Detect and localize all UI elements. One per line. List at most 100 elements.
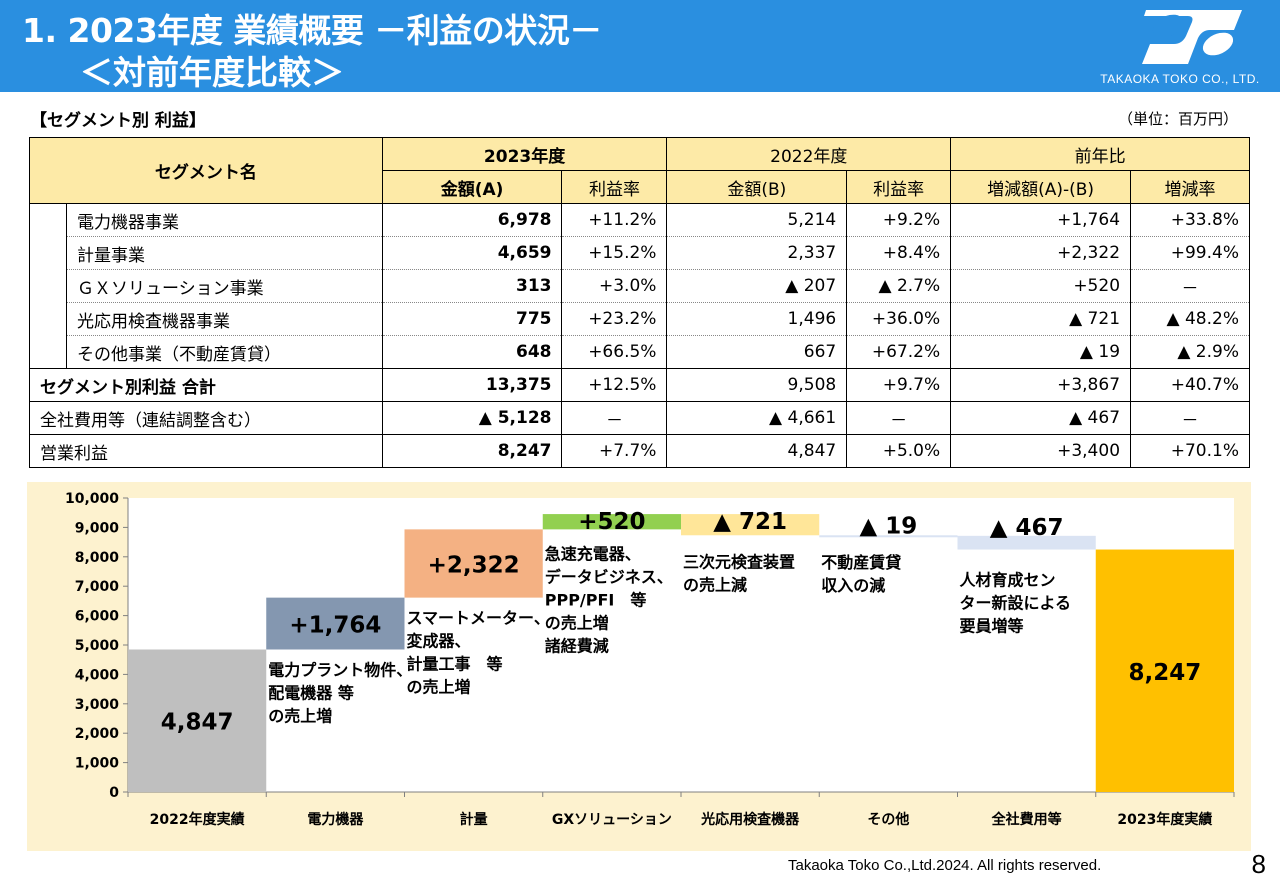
- margin-a-cell: +11.2%: [561, 203, 668, 237]
- change-cell: +1,764: [950, 203, 1132, 237]
- bar: [819, 535, 958, 538]
- margin-a-cell: +23.2%: [561, 302, 668, 336]
- table-subheader-row: 金額(A) 利益率 金額(B) 利益率 増減額(A)-(B) 増減率: [30, 170, 1250, 204]
- bar-annotation: 計量工事 等: [407, 655, 503, 674]
- amount-a-cell: ▲ 5,128: [381, 401, 563, 435]
- bar: [1095, 549, 1234, 792]
- bar-annotation: 人材育成セン: [960, 571, 1056, 590]
- table-row: 計量事業 4,659 +15.2% 2,337 +8.4% +2,322 +99…: [30, 236, 1250, 270]
- margin-b-header: 利益率: [846, 170, 952, 204]
- row-label: その他事業（不動産賃貸）: [65, 335, 383, 369]
- data-label: 8,247: [1128, 660, 1201, 686]
- bar-annotation: の売上減: [683, 575, 747, 594]
- row-label: ＧＸソリューション事業: [65, 269, 383, 303]
- data-label: +520: [578, 509, 645, 535]
- x-tick-label: GXソリューション: [552, 812, 672, 828]
- amount-b-header: 金額(B): [666, 170, 848, 204]
- data-label: ▲ 467: [990, 515, 1064, 541]
- amount-a-header: 金額(A): [381, 170, 563, 204]
- change-rate-cell: +99.4%: [1130, 236, 1250, 270]
- margin-a-cell: +7.7%: [561, 434, 668, 468]
- waterfall-chart-svg: 0 1,000 2,000 3,000 4,000 5,000 6,000 7,000 8,00…: [65, 491, 1235, 828]
- bar-annotation: の売上増: [407, 678, 471, 697]
- amount-b-cell: 4,847: [666, 434, 848, 468]
- row-label: 光応用検査機器事業: [65, 302, 383, 336]
- change-cell: +3,400: [950, 434, 1132, 468]
- table-header-row: セグメント名 2023年度 2022年度 前年比: [29, 137, 1250, 204]
- change-cell: ▲ 467: [950, 401, 1132, 435]
- x-tick-label: 計量: [460, 811, 488, 828]
- amount-b-cell: 1,496: [666, 302, 848, 336]
- x-tick-label: その他: [867, 811, 909, 828]
- row-label: 電力機器事業: [65, 203, 383, 237]
- table-total-row: 全社費用等（連結調整含む） ▲ 5,128 － ▲ 4,661 － ▲ 467 …: [29, 401, 1250, 435]
- y-tick-label: 0: [109, 785, 119, 801]
- page-number: 8: [1251, 849, 1266, 879]
- y-tick-label: 2,000: [75, 726, 120, 742]
- y-tick-label: 6,000: [75, 609, 120, 625]
- bar-annotation: の売上増: [268, 706, 332, 725]
- bar-annotation: 諸経費減: [545, 636, 609, 655]
- margin-a-cell: +66.5%: [561, 335, 668, 369]
- margin-a-cell: +12.5%: [561, 368, 668, 402]
- bar: [404, 529, 543, 598]
- amount-a-cell: 4,659: [381, 236, 563, 270]
- row-label: 営業利益: [29, 434, 383, 468]
- y-tick-label: 7,000: [75, 579, 120, 595]
- data-label: +2,322: [428, 553, 520, 579]
- x-tick-label: 2022年度実績: [150, 811, 245, 828]
- change-rate-header: 増減率: [1130, 170, 1250, 204]
- amount-a-cell: 648: [381, 335, 563, 369]
- bar-annotation: 変成器、: [407, 632, 471, 651]
- data-label: ▲ 19: [860, 513, 918, 539]
- table-total-row: セグメント別利益 合計 13,375 +12.5% 9,508 +9.7% +3…: [29, 368, 1250, 402]
- y-tick-label: 9,000: [75, 520, 120, 536]
- bar: [266, 597, 405, 650]
- page-subtitle: ＜対前年度比較＞: [80, 53, 344, 92]
- table-row: ＧＸソリューション事業 313 +3.0% ▲ 207 ▲ 2.7% +520 …: [30, 269, 1250, 303]
- bar: [128, 649, 267, 792]
- bar-annotation: ター新設による: [960, 594, 1072, 613]
- bar-annotation: PPP/PFI 等: [545, 590, 647, 609]
- table-total-row: 営業利益 8,247 +7.7% 4,847 +5.0% +3,400 +70.…: [29, 434, 1250, 468]
- change-rate-cell: +40.7%: [1130, 368, 1250, 402]
- amount-b-cell: 9,508: [666, 368, 848, 402]
- bar: [542, 514, 681, 530]
- data-label: +1,764: [289, 613, 381, 639]
- section-title: 【セグメント別 利益】: [30, 111, 206, 131]
- x-tick-label: 全社費用等: [991, 811, 1062, 828]
- margin-b-cell: +36.0%: [846, 302, 952, 336]
- bar-annotation: 不動産賃貸: [821, 553, 901, 572]
- bar-annotation: の売上増: [545, 613, 609, 632]
- margin-a-cell: +15.2%: [561, 236, 668, 270]
- segment-name-header: セグメント名: [29, 137, 383, 204]
- margin-b-cell: ▲ 2.7%: [846, 269, 952, 303]
- margin-a-header: 利益率: [561, 170, 668, 204]
- amount-b-cell: ▲ 207: [666, 269, 848, 303]
- unit-label: （単位：百万円）: [1117, 110, 1238, 128]
- y-tick-label: 5,000: [75, 638, 120, 654]
- change-cell: ▲ 721: [950, 302, 1132, 336]
- margin-b-cell: +5.0%: [846, 434, 952, 468]
- table-row: 電力機器事業 6,978 +11.2% 5,214 +9.2% +1,764 +…: [29, 203, 1250, 369]
- row-label: 全社費用等（連結調整含む）: [29, 401, 383, 435]
- amount-b-cell: 2,337: [666, 236, 848, 270]
- amount-a-cell: 6,978: [381, 203, 563, 237]
- x-tick-label: 2023年度実績: [1117, 811, 1212, 828]
- data-label: 4,847: [161, 710, 234, 736]
- bar-annotation: 三次元検査装置: [683, 552, 795, 571]
- table-row: その他事業（不動産賃貸） 648 +66.5% 667 +67.2% ▲ 19 …: [30, 335, 1250, 369]
- change-rate-cell: ▲ 48.2%: [1130, 302, 1250, 336]
- page-title: 1. 2023年度 業績概要 －利益の状況－: [22, 11, 602, 50]
- row-label: 計量事業: [65, 236, 383, 270]
- change-rate-cell: +33.8%: [1130, 203, 1250, 237]
- x-tick-label: 光応用検査機器: [700, 811, 800, 828]
- bar-annotation: 要員増等: [960, 617, 1024, 636]
- amount-a-cell: 13,375: [381, 368, 563, 402]
- bar-annotation: 収入の減: [821, 576, 885, 595]
- y-tick-label: 10,000: [65, 491, 119, 507]
- company-logo-icon: [1142, 10, 1242, 64]
- change-rate-cell: ▲ 2.9%: [1130, 335, 1250, 369]
- y-tick-label: 4,000: [75, 667, 120, 683]
- copyright: Takaoka Toko Co.,Ltd.2024. All rights re…: [788, 857, 1102, 874]
